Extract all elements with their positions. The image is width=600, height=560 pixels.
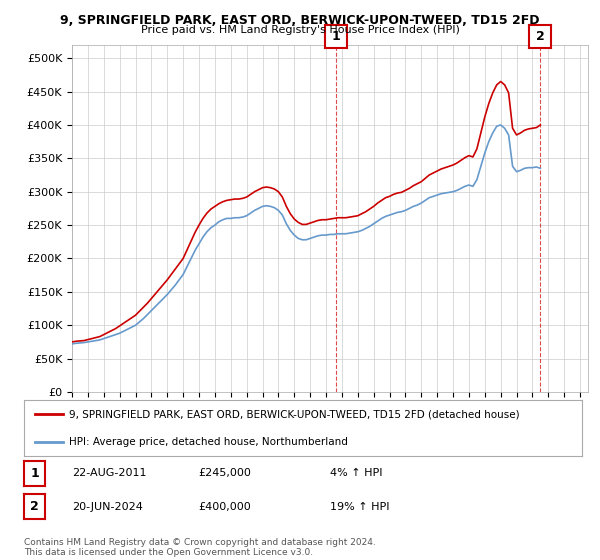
Text: 4% ↑ HPI: 4% ↑ HPI [330, 468, 383, 478]
Text: 2: 2 [536, 30, 544, 43]
Text: 9, SPRINGFIELD PARK, EAST ORD, BERWICK-UPON-TWEED, TD15 2FD: 9, SPRINGFIELD PARK, EAST ORD, BERWICK-U… [60, 14, 540, 27]
Text: Contains HM Land Registry data © Crown copyright and database right 2024.
This d: Contains HM Land Registry data © Crown c… [24, 538, 376, 557]
Text: 9, SPRINGFIELD PARK, EAST ORD, BERWICK-UPON-TWEED, TD15 2FD (detached house): 9, SPRINGFIELD PARK, EAST ORD, BERWICK-U… [68, 409, 519, 419]
Text: 2: 2 [30, 500, 39, 514]
Text: 19% ↑ HPI: 19% ↑ HPI [330, 502, 389, 512]
Text: £245,000: £245,000 [198, 468, 251, 478]
Text: 1: 1 [332, 30, 341, 43]
Text: 1: 1 [30, 466, 39, 480]
Text: 22-AUG-2011: 22-AUG-2011 [72, 468, 146, 478]
Text: £400,000: £400,000 [198, 502, 251, 512]
Text: 20-JUN-2024: 20-JUN-2024 [72, 502, 143, 512]
Text: Price paid vs. HM Land Registry's House Price Index (HPI): Price paid vs. HM Land Registry's House … [140, 25, 460, 35]
Text: HPI: Average price, detached house, Northumberland: HPI: Average price, detached house, Nort… [68, 437, 347, 447]
